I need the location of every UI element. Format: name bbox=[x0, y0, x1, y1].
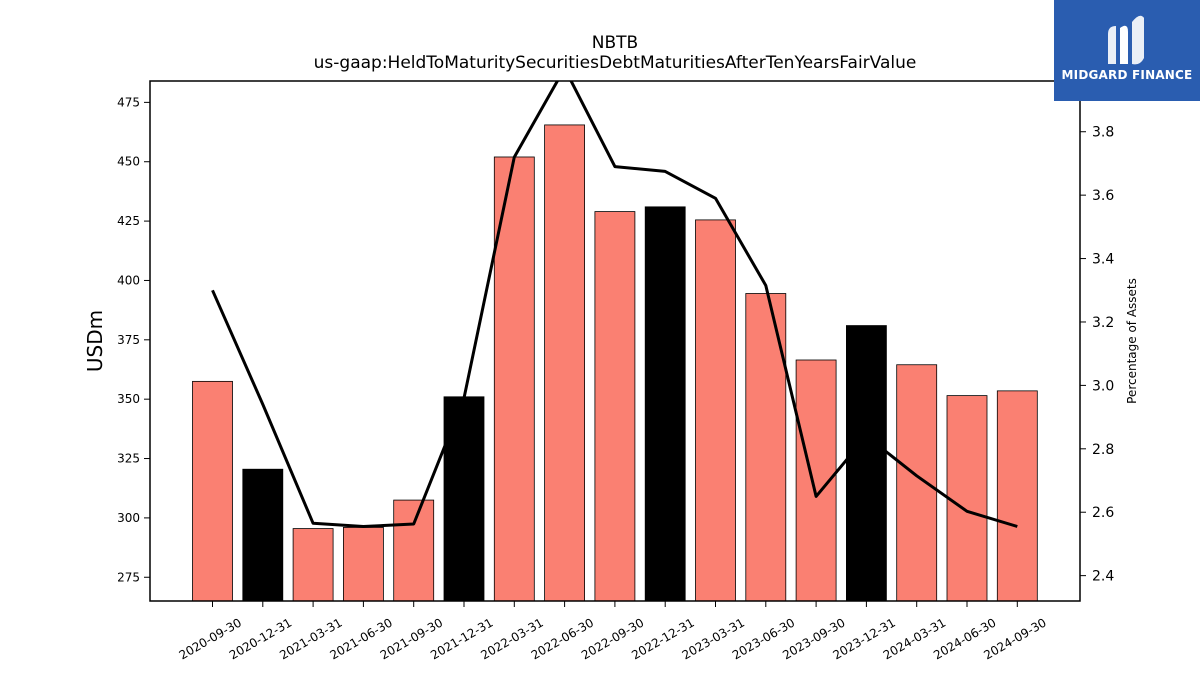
brand-logo: MIDGARD FINANCE bbox=[1054, 0, 1200, 101]
y-tick-label: 425 bbox=[117, 214, 140, 228]
bar-2021-06-30 bbox=[342, 526, 384, 602]
x-axis: 2020-09-302020-12-312021-03-312021-06-30… bbox=[177, 601, 1049, 662]
bar-2022-12-31 bbox=[644, 206, 686, 602]
y-tick-label: 300 bbox=[117, 511, 140, 525]
logo-text: MIDGARD FINANCE bbox=[1061, 68, 1193, 82]
chart-title: NBTB bbox=[592, 33, 638, 53]
bar-2022-06-30 bbox=[544, 124, 585, 602]
bar-2020-12-31 bbox=[242, 468, 284, 602]
y-tick-label: 325 bbox=[117, 452, 140, 466]
y-tick-label: 375 bbox=[117, 333, 140, 347]
y-tick-label: 275 bbox=[117, 570, 140, 584]
y2-tick-label: 2.8 bbox=[1092, 442, 1114, 458]
bar-2023-03-31 bbox=[695, 219, 736, 602]
y-axis-label: USDm bbox=[83, 310, 107, 372]
y2-tick-label: 3.4 bbox=[1092, 252, 1114, 268]
bar-2021-09-30 bbox=[393, 499, 435, 602]
y2-tick-label: 3.8 bbox=[1092, 125, 1114, 141]
bar-2021-03-31 bbox=[292, 528, 334, 602]
bar-2023-12-31 bbox=[846, 325, 887, 602]
y2-tick-label: 2.4 bbox=[1092, 569, 1114, 585]
bar-2024-03-31 bbox=[896, 364, 938, 602]
bar-2022-03-31 bbox=[493, 156, 535, 602]
chart-subtitle: us-gaap:HeldToMaturitySecuritiesDebtMatu… bbox=[314, 53, 917, 73]
y-tick-label: 400 bbox=[117, 273, 140, 287]
bar-2024-09-30 bbox=[996, 390, 1038, 602]
bar-series bbox=[192, 124, 1038, 602]
y2-tick-label: 3.0 bbox=[1092, 378, 1114, 394]
percentage-line bbox=[211, 81, 1018, 528]
y2-tick-label: 2.6 bbox=[1092, 505, 1114, 521]
midgard-logo-icon bbox=[1108, 15, 1144, 65]
y-tick-label: 350 bbox=[117, 392, 140, 406]
bar-2022-09-30 bbox=[594, 211, 636, 602]
y2-tick-label: 3.2 bbox=[1092, 315, 1114, 331]
y-tick-label: 450 bbox=[117, 155, 140, 169]
bar-2021-12-31 bbox=[443, 396, 485, 602]
y-tick-label: 475 bbox=[117, 95, 140, 109]
y-axis-right: 2.4 2.6 2.8 3.0 3.2 3.4 3.6 3.8 bbox=[1080, 125, 1114, 585]
y2-tick-label: 3.6 bbox=[1092, 188, 1114, 204]
bar-2024-06-30 bbox=[946, 395, 988, 602]
line-series bbox=[211, 81, 1018, 528]
y2-axis-label: Percentage of Assets bbox=[1125, 278, 1139, 404]
bar-2020-09-30 bbox=[192, 380, 233, 602]
y-axis-left: 275 300 325 350 375 400 425 450 475 bbox=[117, 95, 150, 584]
